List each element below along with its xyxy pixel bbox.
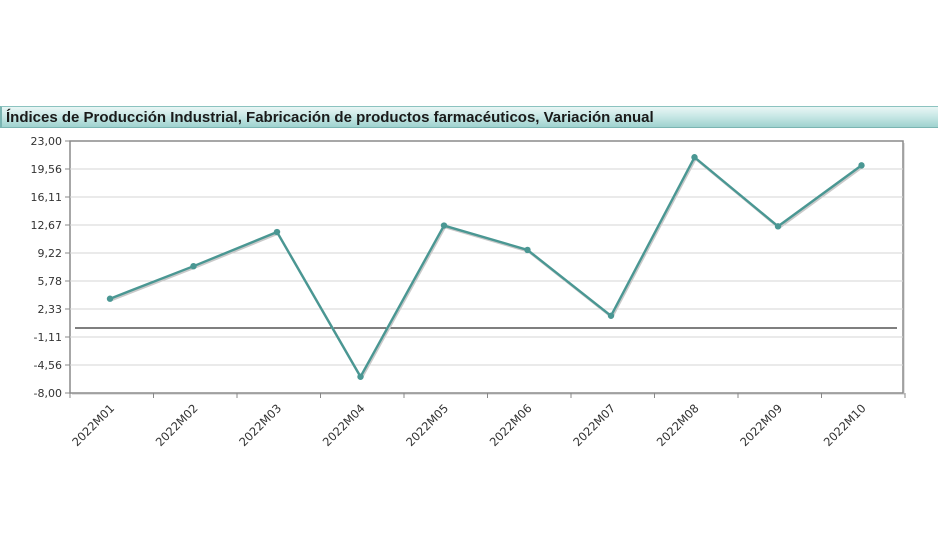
- data-point: [106, 295, 114, 302]
- x-tick-label: 2022M07: [570, 401, 618, 449]
- data-point: [524, 246, 531, 254]
- data-point: [190, 262, 197, 270]
- chart-title: Índices de Producción Industrial, Fabric…: [6, 109, 654, 126]
- data-point: [607, 312, 615, 319]
- x-tick-label: 2022M05: [403, 401, 451, 449]
- y-tick-label: 23,00: [31, 135, 63, 148]
- x-tick-label: 2022M04: [320, 401, 368, 449]
- y-tick-label: 12,67: [31, 219, 63, 232]
- y-tick-label: -8,00: [34, 387, 62, 400]
- chart-title-bar: Índices de Producción Industrial, Fabric…: [0, 106, 938, 128]
- y-tick-label: 19,56: [31, 163, 63, 176]
- y-tick-label: 16,11: [31, 191, 63, 204]
- data-point: [858, 162, 865, 169]
- x-tick-label: 2022M09: [737, 401, 785, 449]
- data-point: [774, 223, 782, 230]
- x-tick-label: 2022M02: [153, 401, 201, 449]
- plot-frame: [69, 140, 904, 394]
- data-point: [357, 373, 364, 380]
- y-tick-label: 9,22: [38, 247, 63, 260]
- x-tick-label: 2022M08: [654, 401, 702, 449]
- y-tick-label: 5,78: [38, 275, 63, 288]
- data-point: [273, 228, 281, 236]
- series-line: [109, 156, 863, 378]
- y-tick-label: -1,11: [34, 331, 62, 344]
- x-tick-label: 2022M10: [821, 401, 869, 449]
- data-point: [691, 154, 698, 161]
- x-tick-label: 2022M01: [69, 401, 117, 449]
- x-tick-label: 2022M03: [236, 401, 284, 449]
- y-tick-label: 2,33: [38, 303, 63, 316]
- x-tick-label: 2022M06: [487, 401, 535, 449]
- data-point: [440, 222, 448, 229]
- y-tick-label: -4,56: [34, 359, 62, 372]
